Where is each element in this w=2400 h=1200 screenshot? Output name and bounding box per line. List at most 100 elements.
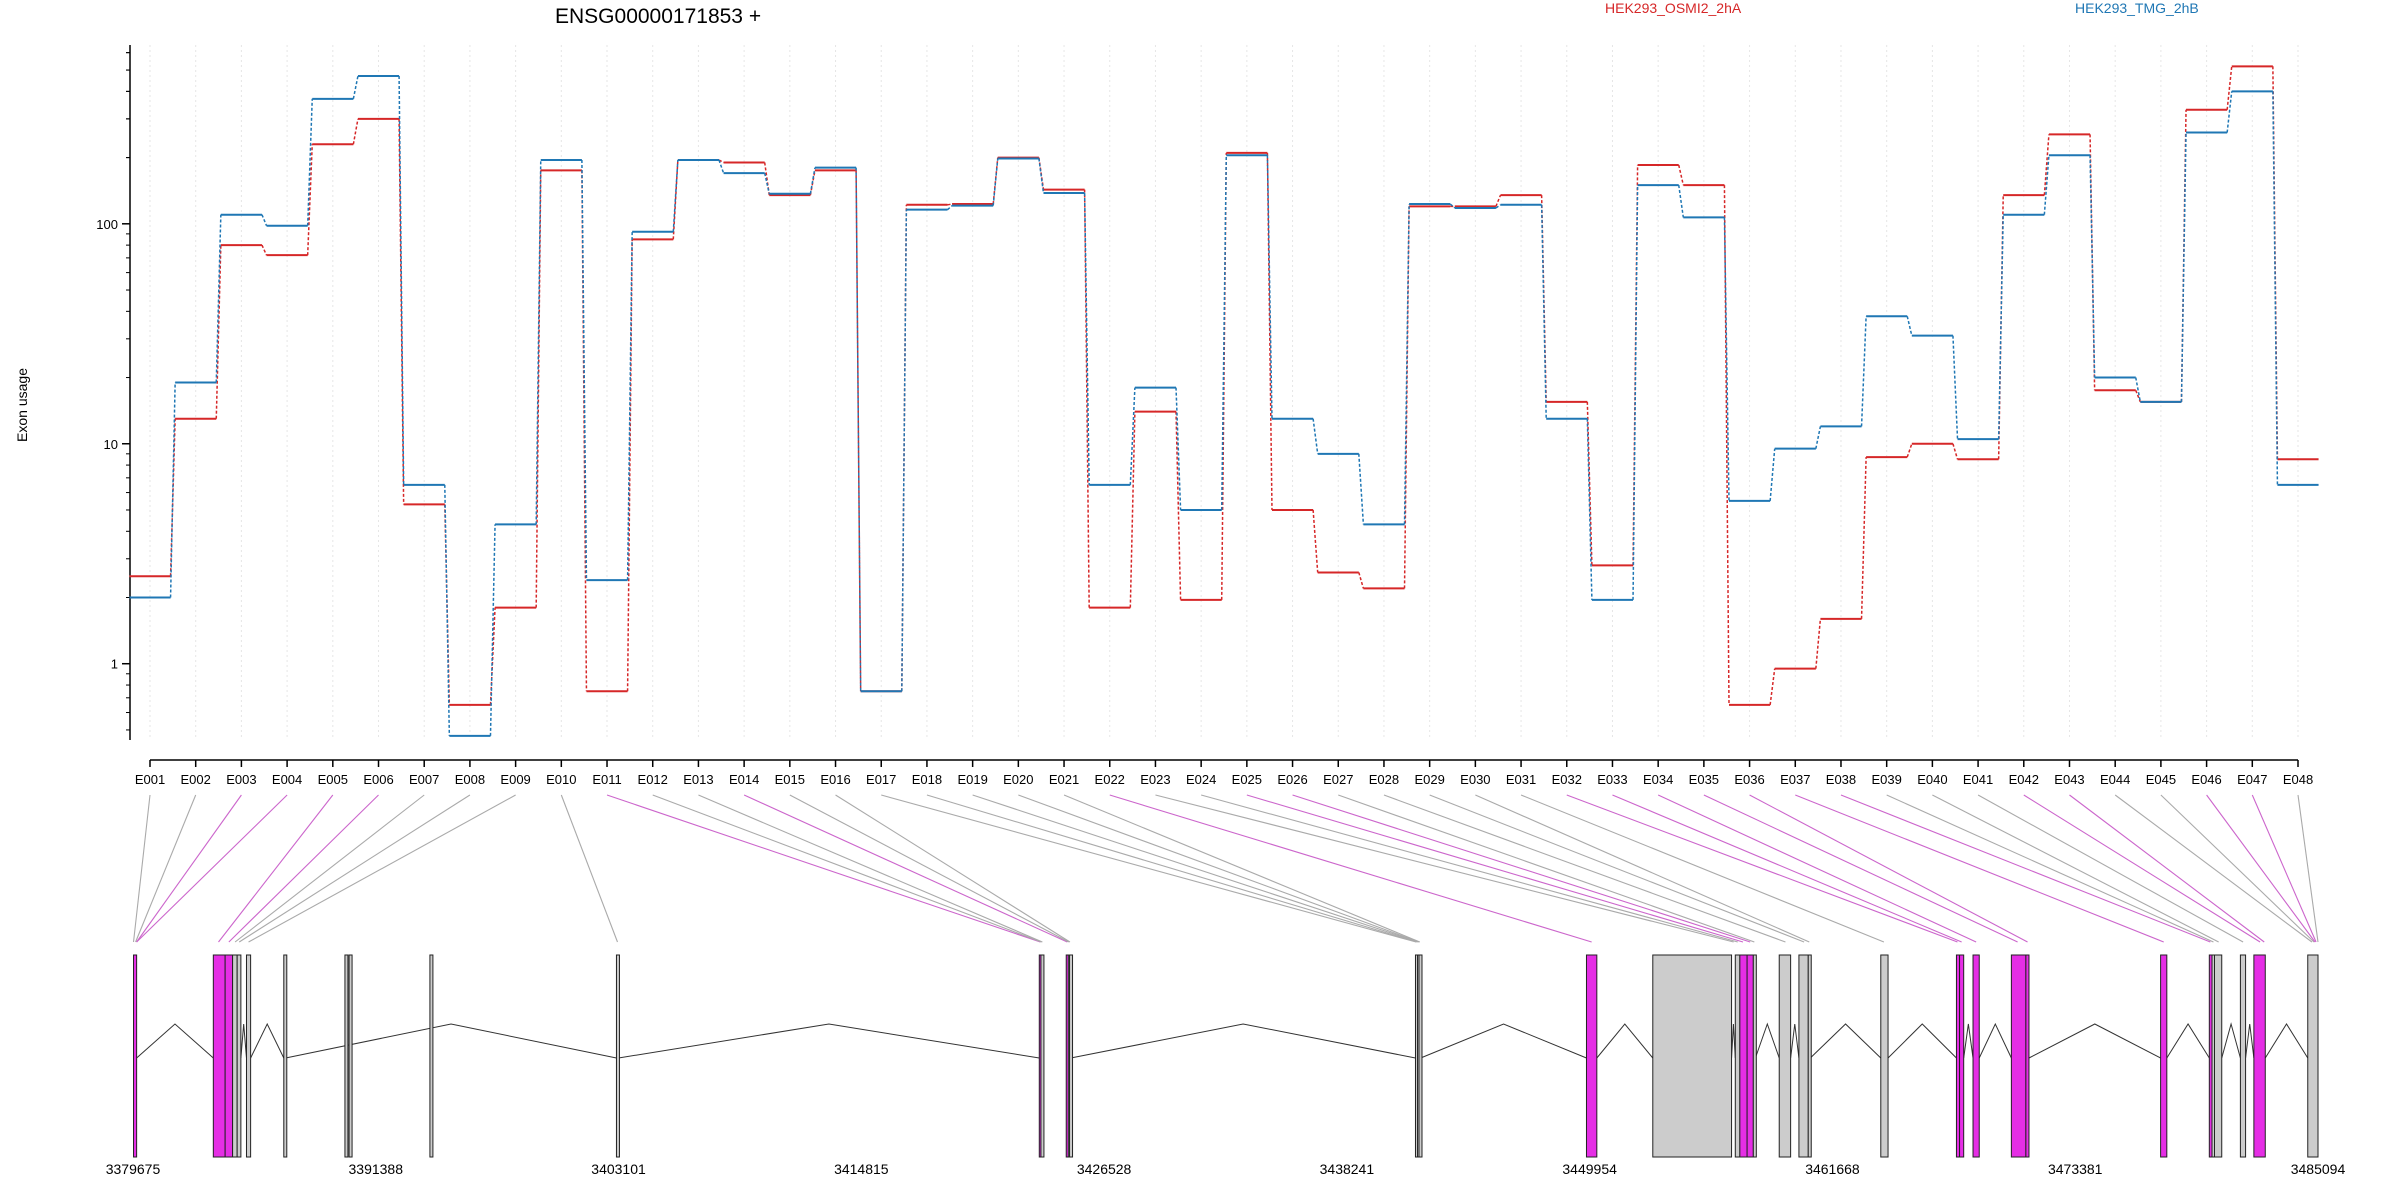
x-tick-label-E040: E040 (1917, 772, 1947, 787)
connector-E026 (1292, 794, 1751, 943)
exon-box-E019 (1418, 954, 1423, 1158)
series-lines (129, 65, 2319, 737)
step-HEK293_TMG_2hB (169, 382, 176, 598)
step-HEK293_OSMI2_2hA (1723, 185, 1730, 705)
exon-box-E035 (2160, 954, 2168, 1158)
connector-E019 (972, 794, 1419, 943)
coord-label-3461668: 3461668 (1805, 1161, 1860, 1177)
step-HEK293_TMG_2hB (2272, 91, 2279, 485)
series-HEK293_TMG_2hB (129, 74, 2319, 737)
connector-E043 (2069, 794, 2265, 943)
step-HEK293_TMG_2hB (672, 159, 679, 232)
step-HEK293_TMG_2hB (1540, 204, 1547, 419)
intron-2 (250, 1022, 285, 1059)
connector-E032 (1566, 794, 1958, 943)
x-tick-label-E039: E039 (1871, 772, 1901, 787)
step-HEK293_OSMI2_2hA (444, 504, 451, 705)
intron-15 (2028, 1023, 2161, 1059)
x-tick-label-E047: E047 (2237, 772, 2267, 787)
exon-box-E005 (236, 954, 242, 1158)
intron-9 (1754, 1022, 1780, 1059)
step-HEK293_OSMI2_2hA (1175, 411, 1182, 600)
exon-box-E021 (1652, 954, 1733, 1158)
step-HEK293_TMG_2hB (1997, 214, 2004, 440)
exon-connectors (132, 794, 2319, 943)
step-HEK293_TMG_2hB (2089, 155, 2096, 378)
x-tick-label-E044: E044 (2100, 772, 2130, 787)
intron-7 (1596, 1023, 1654, 1059)
x-tick-label-E005: E005 (318, 772, 348, 787)
coord-label-3485094: 3485094 (2291, 1161, 2346, 1177)
x-tick-label-E024: E024 (1186, 772, 1216, 787)
intron-17 (2221, 1022, 2241, 1059)
step-HEK293_OSMI2_2hA (215, 245, 222, 419)
x-tick-label-E002: E002 (181, 772, 211, 787)
exon-box-E025 (1752, 954, 1757, 1158)
step-HEK293_TMG_2hB (1038, 158, 1045, 194)
step-HEK293_TMG_2hB (1358, 453, 1365, 525)
legend-series-tmg: HEK293_TMG_2hB (2075, 0, 2199, 16)
step-HEK293_TMG_2hB (398, 75, 405, 485)
coord-label-3449954: 3449954 (1562, 1161, 1617, 1177)
x-tick-label-E028: E028 (1369, 772, 1399, 787)
exon-box-E039 (2239, 954, 2247, 1158)
step-HEK293_OSMI2_2hA (1815, 618, 1822, 669)
step-HEK293_TMG_2hB (901, 209, 908, 692)
step-HEK293_OSMI2_2hA (1769, 668, 1776, 705)
step-HEK293_TMG_2hB (1952, 335, 1959, 440)
step-HEK293_TMG_2hB (261, 214, 268, 227)
connector-E012 (652, 794, 1042, 943)
connector-E007 (234, 794, 425, 943)
step-HEK293_TMG_2hB (2135, 377, 2142, 403)
step-HEK293_TMG_2hB (1266, 155, 1273, 419)
x-tick-label-E042: E042 (2009, 772, 2039, 787)
exon-box-E016 (1069, 954, 1074, 1158)
step-HEK293_TMG_2hB (306, 98, 313, 226)
exon-box-E032 (1972, 954, 1980, 1158)
step-HEK293_OSMI2_2hA (352, 118, 359, 145)
x-tick-label-E032: E032 (1552, 772, 1582, 787)
gene-model (133, 954, 2319, 1158)
chart-title: ENSG00000171853 + (555, 5, 761, 28)
legend-series-osmi2: HEK293_OSMI2_2hA (1605, 0, 1742, 16)
connector-E008 (238, 794, 471, 943)
intron-13 (1963, 1023, 1974, 1059)
step-HEK293_OSMI2_2hA (1358, 572, 1365, 589)
connector-E034 (1657, 794, 1977, 943)
intron-6 (1420, 1023, 1587, 1059)
connector-E035 (1703, 794, 2018, 943)
step-HEK293_TMG_2hB (718, 159, 725, 174)
step-HEK293_OSMI2_2hA (2043, 134, 2050, 196)
x-tick-label-E012: E012 (638, 772, 668, 787)
x-tick-label-E009: E009 (500, 772, 530, 787)
connector-E001 (132, 794, 151, 943)
exon-box-E029 (1880, 954, 1889, 1158)
x-tick-label-E006: E006 (363, 772, 393, 787)
step-HEK293_OSMI2_2hA (1860, 457, 1867, 619)
step-HEK293_TMG_2hB (489, 524, 496, 736)
intron-5 (1070, 1023, 1416, 1059)
connector-E017 (881, 794, 1417, 943)
step-HEK293_TMG_2hB (1586, 418, 1593, 600)
step-HEK293_OSMI2_2hA (535, 170, 542, 608)
gridlines (149, 45, 2299, 740)
coord-label-3414815: 3414815 (834, 1161, 889, 1177)
connector-E016 (835, 794, 1071, 943)
x-tick-label-E034: E034 (1643, 772, 1673, 787)
x-tick-label-E015: E015 (775, 772, 805, 787)
x-tick-label-E021: E021 (1049, 772, 1079, 787)
connector-E039 (1886, 794, 2214, 943)
x-tick-label-E041: E041 (1963, 772, 1993, 787)
connector-E031 (1520, 794, 1885, 943)
exon-box-E002 (212, 954, 226, 1158)
connector-E027 (1338, 794, 1755, 943)
y-axis: 1 10 100 (96, 45, 131, 740)
x-tick-label-E022: E022 (1095, 772, 1125, 787)
connector-E044 (2114, 794, 2313, 943)
exon-box-E026 (1778, 954, 1792, 1158)
intron-0 (136, 1023, 214, 1059)
connector-E029 (1429, 794, 1805, 943)
step-HEK293_OSMI2_2hA (1906, 443, 1913, 458)
x-tick-label-E001: E001 (135, 772, 165, 787)
x-tick-label-E023: E023 (1140, 772, 1170, 787)
